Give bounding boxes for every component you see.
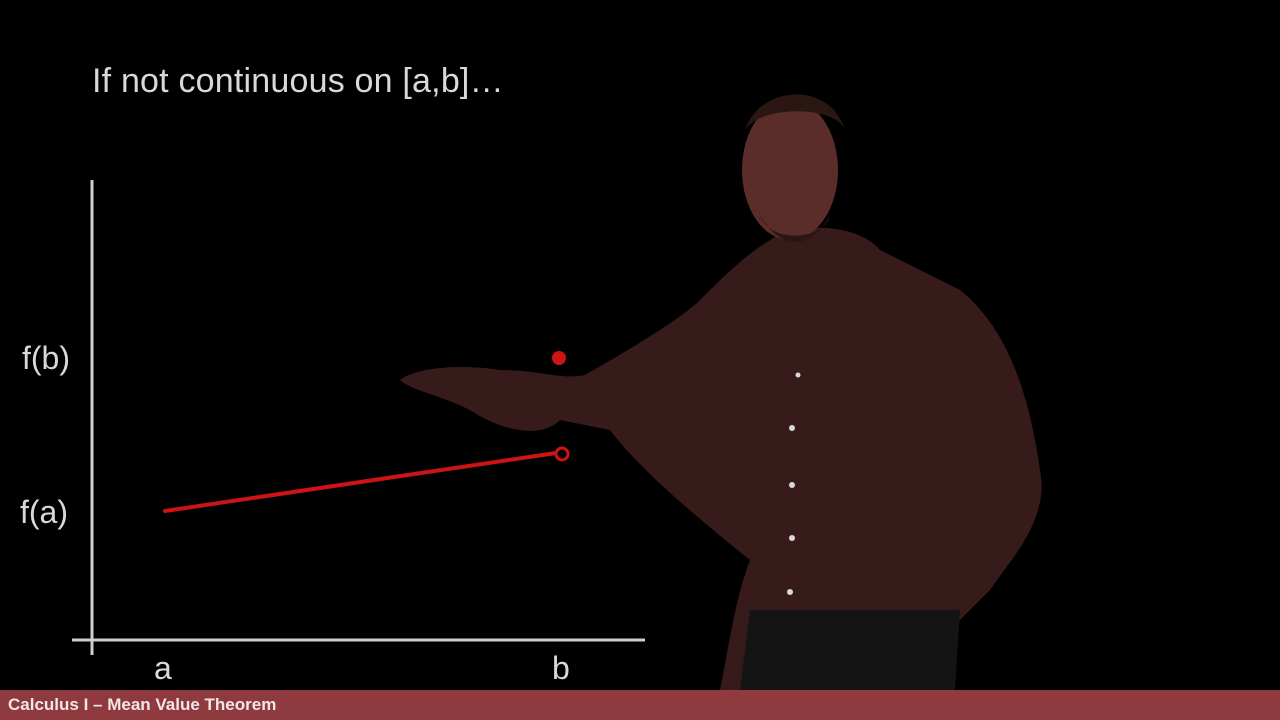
filled-point-f-of-b	[552, 351, 566, 365]
slide-title: If not continuous on [a,b]…	[92, 62, 504, 100]
y-label-f-of-a: f(a)	[20, 494, 68, 530]
footer-bar: Calculus I – Mean Value Theorem	[0, 690, 1280, 720]
y-label-f-of-b: f(b)	[22, 340, 70, 376]
open-endpoint-at-b	[554, 446, 570, 462]
footer-course-title: Calculus I – Mean Value Theorem	[8, 695, 277, 714]
function-line	[163, 451, 558, 513]
x-label-a: a	[154, 650, 172, 686]
x-label-b: b	[552, 650, 570, 686]
presenter-figure	[400, 94, 1042, 690]
